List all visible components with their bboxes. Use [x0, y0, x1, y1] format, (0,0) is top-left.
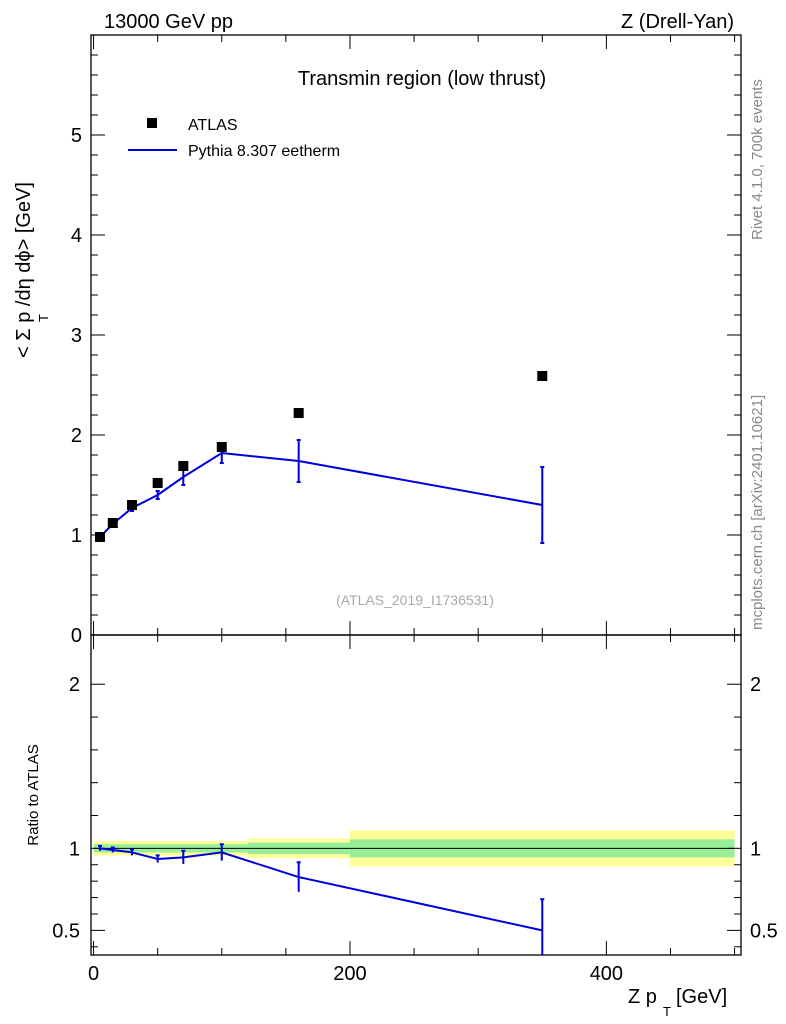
rivet-version-label: Rivet 4.1.0, 700k events: [749, 79, 766, 240]
legend-atlas-label: ATLAS: [188, 117, 238, 134]
y-tick-label: 2: [71, 425, 82, 447]
axis-tick-labels: 0 200 400 0 1 2 3 4 5 0.5 0.5 1 1 2 2: [52, 125, 778, 985]
main-y-axis-label: < Σ p /dη dϕ> [GeV] T: [13, 182, 51, 358]
source-label: mcplots.cern.ch [arXiv:2401.10621]: [749, 395, 766, 630]
atlas-series-main: [94, 371, 548, 542]
energy-label: 13000 GeV pp: [104, 11, 233, 33]
plot-title: Transmin region (low thrust): [298, 68, 546, 90]
atlas-point: [94, 532, 105, 542]
atlas-point: [537, 371, 548, 381]
ratio-tick-label-left: 0.5: [52, 920, 80, 942]
mc-line: [99, 451, 543, 538]
legend-atlas-marker: [147, 118, 157, 128]
analysis-tag: (ATLAS_2019_I1736531): [336, 592, 494, 608]
atlas-point: [293, 408, 304, 418]
ratio-line: [99, 847, 543, 932]
svg-text:T: T: [663, 1004, 671, 1019]
atlas-point: [127, 500, 138, 510]
svg-text:< Σ p /dη dϕ> [GeV]: < Σ p /dη dϕ> [GeV]: [13, 182, 35, 358]
ratio-tick-label-right: 2: [750, 674, 761, 696]
process-label: Z (Drell-Yan): [621, 11, 734, 33]
mc-series-main: [97, 439, 545, 544]
ratio-tick-label-left: 1: [69, 838, 80, 860]
x-tick-label: 200: [333, 963, 366, 985]
y-tick-label: 1: [71, 525, 82, 547]
ratio-y-axis-label: Ratio to ATLAS: [25, 744, 42, 845]
svg-text:Z p: Z p: [628, 986, 657, 1008]
y-tick-label: 0: [71, 625, 82, 647]
svg-text:[GeV]: [GeV]: [676, 986, 727, 1008]
atlas-point: [178, 461, 189, 471]
x-tick-label: 400: [590, 963, 623, 985]
x-axis-label: Z p T [GeV]: [628, 986, 727, 1019]
ratio-tick-label-left: 2: [69, 674, 80, 696]
atlas-point: [152, 478, 163, 488]
y-tick-label: 5: [71, 125, 82, 147]
y-tick-label: 3: [71, 325, 82, 347]
legend-mc-label: Pythia 8.307 eetherm: [188, 143, 340, 160]
svg-text:T: T: [36, 314, 51, 322]
atlas-point: [216, 442, 227, 452]
y-tick-label: 4: [71, 225, 82, 247]
ratio-plot-frame: [90, 634, 742, 956]
mc-series-ratio: [97, 843, 545, 955]
axis-ticks: [91, 35, 741, 955]
ratio-tick-label-right: 1: [750, 838, 761, 860]
ratio-tick-label-right: 0.5: [750, 920, 778, 942]
atlas-point: [107, 518, 118, 528]
x-tick-label: 0: [88, 963, 99, 985]
